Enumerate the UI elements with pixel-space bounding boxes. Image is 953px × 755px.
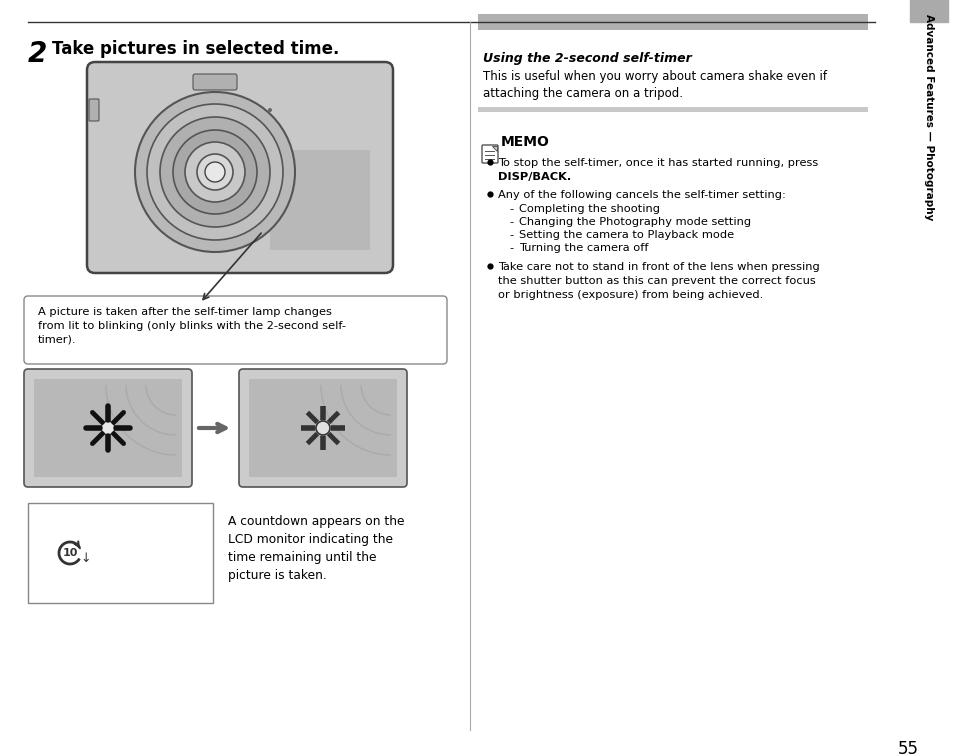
Text: A countdown appears on the
LCD monitor indicating the
time remaining until the
p: A countdown appears on the LCD monitor i… — [228, 515, 404, 582]
Text: -: - — [509, 217, 513, 227]
FancyBboxPatch shape — [24, 296, 447, 364]
Circle shape — [172, 130, 256, 214]
Text: Advanced Features — Photography: Advanced Features — Photography — [923, 14, 933, 220]
Circle shape — [315, 421, 330, 435]
Text: 55: 55 — [897, 740, 918, 755]
Bar — [270, 150, 370, 250]
Circle shape — [268, 116, 272, 120]
Text: or brightness (exposure) from being achieved.: or brightness (exposure) from being achi… — [497, 290, 762, 300]
Text: Take care not to stand in front of the lens when pressing: Take care not to stand in front of the l… — [497, 262, 819, 272]
Circle shape — [135, 92, 294, 252]
Text: MEMO: MEMO — [500, 135, 549, 149]
Text: To stop the self-timer, once it has started running, press: To stop the self-timer, once it has star… — [497, 158, 818, 168]
Circle shape — [185, 142, 245, 202]
Text: Turning the camera off: Turning the camera off — [518, 243, 648, 253]
Text: -: - — [509, 243, 513, 253]
FancyBboxPatch shape — [481, 145, 497, 163]
Circle shape — [254, 218, 265, 228]
Text: Using the 2-second self-timer: Using the 2-second self-timer — [482, 52, 691, 65]
FancyBboxPatch shape — [193, 74, 236, 90]
Circle shape — [101, 421, 115, 435]
Bar — [249, 379, 396, 477]
FancyBboxPatch shape — [87, 62, 393, 273]
Bar — [34, 379, 182, 477]
Bar — [477, 107, 867, 112]
Polygon shape — [492, 146, 497, 151]
Circle shape — [147, 104, 283, 240]
Text: Setting the camera to Playback mode: Setting the camera to Playback mode — [518, 230, 734, 240]
Text: -: - — [509, 204, 513, 214]
Text: Completing the shooting: Completing the shooting — [518, 204, 659, 214]
Circle shape — [196, 154, 233, 190]
Circle shape — [268, 124, 272, 128]
FancyBboxPatch shape — [24, 369, 192, 487]
Text: Take pictures in selected time.: Take pictures in selected time. — [52, 40, 339, 58]
Text: the shutter button as this can prevent the correct focus: the shutter button as this can prevent t… — [497, 276, 815, 286]
Text: 10: 10 — [62, 548, 77, 558]
Text: ↓: ↓ — [81, 551, 91, 565]
Bar — [477, 14, 867, 30]
Circle shape — [268, 108, 272, 112]
FancyBboxPatch shape — [89, 99, 99, 121]
Text: -: - — [509, 230, 513, 240]
Text: A picture is taken after the self-timer lamp changes
from lit to blinking (only : A picture is taken after the self-timer … — [38, 307, 346, 344]
Circle shape — [205, 162, 225, 182]
Text: 2: 2 — [28, 40, 48, 68]
Text: Any of the following cancels the self-timer setting:: Any of the following cancels the self-ti… — [497, 190, 785, 200]
Bar — [909, 0, 947, 22]
FancyBboxPatch shape — [239, 369, 407, 487]
Text: This is useful when you worry about camera shake even if
attaching the camera on: This is useful when you worry about came… — [482, 70, 826, 100]
Text: Changing the Photography mode setting: Changing the Photography mode setting — [518, 217, 750, 227]
Text: DISP/BACK.: DISP/BACK. — [497, 172, 571, 182]
Bar — [28, 503, 213, 603]
Circle shape — [160, 117, 270, 227]
